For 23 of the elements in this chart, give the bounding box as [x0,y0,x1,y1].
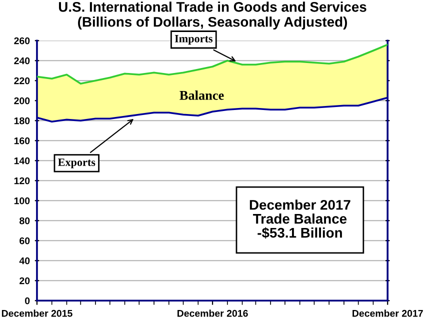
y-tick-label: 260 [14,37,30,44]
y-tick-label: 80 [20,217,30,224]
y-tick-label: 140 [14,157,30,164]
line-series [36,44,388,85]
x-tick-label: December 2015 [2,310,72,317]
chart-title: U.S. International Trade in Goods and Services (Billions of Dollars, Seasonally Adjusted) [58,2,366,30]
x-tick-label: December 2017 [352,310,423,317]
y-tick-label: 240 [14,57,30,64]
annotation: Imports [174,35,213,45]
y-tick-label: 200 [14,97,30,104]
y-tick-label: 20 [20,277,30,284]
y-tick-label: 0 [25,297,30,304]
y-tick-label: 100 [14,197,30,204]
annotation: Balance [180,90,224,100]
y-tick-label: 160 [14,137,30,144]
y-tick-label: 220 [14,77,30,84]
y-tick-label: 120 [14,177,30,184]
annotation: December 2017 Trade Balance -$53.1 Billion [250,200,350,239]
x-tick-label: December 2016 [178,310,248,317]
y-tick-label: 40 [19,257,30,264]
annotation: Exports [58,158,96,168]
y-tick-label: 180 [14,117,30,124]
y-tick-label: 60 [20,237,30,244]
